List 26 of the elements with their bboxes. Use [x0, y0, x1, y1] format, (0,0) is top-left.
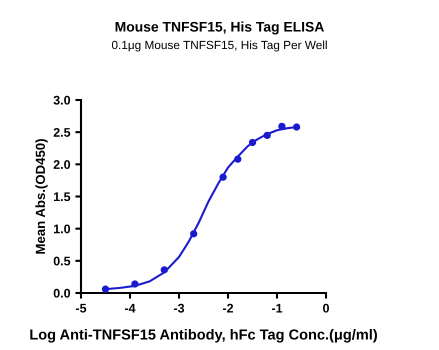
x-axis-title: Log Anti-TNFSF15 Antibody, hFc Tag Conc.(μg/ml) — [30, 328, 377, 343]
y-axis-title: Mean Abs.(OD450) — [35, 139, 48, 254]
y-tick-label: 2.5 — [54, 128, 70, 137]
x-tick-label: -5 — [76, 304, 86, 313]
chart-subtitle: 0.1μg Mouse TNFSF15, His Tag Per Well — [112, 40, 327, 52]
point — [248, 138, 256, 146]
point — [160, 266, 168, 274]
x-tick-label: -1 — [272, 304, 282, 312]
x-tick-label: -4 — [124, 304, 136, 312]
point — [292, 123, 300, 131]
chart-title: Mouse TNFSF15, His Tag ELISA — [116, 21, 324, 35]
y-tick-label: 1.5 — [54, 192, 70, 202]
x-tick-label: -2 — [222, 304, 234, 312]
point — [102, 286, 110, 293]
y-tick-label: 3.0 — [53, 96, 70, 105]
point — [131, 280, 139, 288]
point — [264, 132, 271, 140]
point — [190, 230, 198, 238]
y-tick-label: 1.0 — [54, 224, 70, 234]
x-tick-label: -3 — [174, 304, 184, 313]
point — [219, 174, 227, 181]
y-tick-label: 0.0 — [54, 288, 70, 298]
point — [234, 156, 242, 163]
x-tick-label: 0 — [323, 304, 329, 313]
y-tick-label: 2.0 — [54, 160, 70, 169]
y-tick-label: 0.5 — [54, 256, 70, 266]
